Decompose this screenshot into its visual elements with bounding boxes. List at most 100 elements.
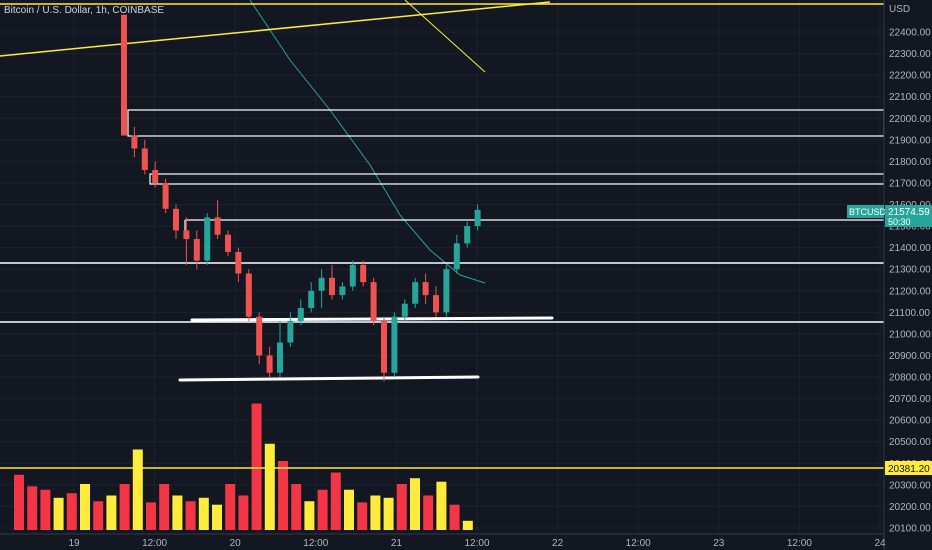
candle — [412, 277, 419, 309]
volume-bars — [14, 403, 473, 530]
candle — [381, 316, 387, 382]
volume-bar — [27, 486, 38, 530]
volume-bar — [357, 502, 368, 530]
time-tick-label: 19 — [68, 538, 80, 549]
price-axis: 22400.00 22300.00 22200.00 22100.00 22000.00… — [889, 28, 931, 535]
candle — [308, 282, 315, 313]
candle — [287, 312, 294, 347]
candle — [339, 282, 346, 300]
candle — [401, 299, 408, 321]
price-badge-price: 21574.59 — [888, 207, 930, 218]
time-tick-label: 24 — [874, 538, 886, 549]
volume-bar — [146, 502, 156, 530]
price-axis-panel — [884, 0, 932, 550]
volume-bar — [80, 484, 90, 530]
price-tick-label: 20900.00 — [889, 351, 931, 362]
price-badge-countdown: 50:30 — [888, 217, 911, 227]
price-tick-label: 21300.00 — [889, 265, 931, 276]
time-tick-label: 22 — [552, 538, 564, 549]
candle-body — [308, 290, 315, 309]
time-tick-label: 23 — [713, 538, 725, 549]
candle-body — [245, 273, 252, 317]
candle-body — [141, 148, 148, 171]
time-tick-label: 12:00 — [142, 538, 167, 549]
candle — [256, 312, 263, 365]
candle — [121, 14, 127, 136]
volume-bar — [132, 449, 143, 530]
candle-body — [339, 286, 346, 296]
level-badge: 20381.20 — [885, 461, 932, 475]
candle-body — [173, 208, 179, 231]
candle — [193, 230, 200, 270]
volume-bar — [185, 501, 196, 530]
candle-body — [318, 277, 325, 291]
level-badge-price: 20381.20 — [888, 464, 930, 475]
volume-bar — [251, 403, 262, 530]
candle — [349, 260, 356, 291]
candle-body — [277, 342, 283, 373]
candle-body — [412, 282, 419, 304]
time-axis: 19 12:00 20 12:00 21 12:00 22 12:00 23 12:00 24 — [68, 538, 886, 549]
volume-bar — [370, 495, 381, 530]
time-tick-label: 12:00 — [787, 538, 812, 549]
volume-bar — [14, 474, 24, 530]
candle-body — [121, 14, 127, 136]
candle — [245, 269, 252, 321]
candle-body — [162, 182, 169, 209]
candle — [329, 264, 335, 300]
candle-body — [453, 243, 460, 270]
candle — [204, 213, 211, 265]
time-tick-label: 20 — [230, 538, 242, 549]
price-tick-label: 22300.00 — [889, 49, 931, 60]
price-tick-label: 21700.00 — [889, 178, 931, 189]
price-tick-label: 21000.00 — [889, 329, 931, 340]
volume-bar — [172, 495, 183, 530]
candle — [214, 200, 221, 240]
price-badge-symbol: BTCUSD — [849, 207, 887, 217]
candle — [422, 273, 429, 304]
price-badge: BTCUSD 21574.59 50:30 — [847, 205, 932, 227]
price-tick-label: 20600.00 — [889, 416, 931, 427]
grid — [0, 0, 884, 534]
candle-body — [266, 355, 273, 373]
candle-body — [360, 264, 367, 283]
price-tick-label: 21900.00 — [889, 135, 931, 146]
price-tick-label: 21200.00 — [889, 286, 931, 297]
candle-body — [297, 308, 304, 321]
volume-bar — [317, 489, 328, 530]
candle — [391, 312, 398, 378]
volume-bar — [383, 497, 394, 530]
volume-bar — [304, 501, 315, 530]
candle — [443, 264, 450, 317]
volume-bar — [423, 495, 434, 530]
volume-bar — [436, 481, 447, 530]
price-tick-label: 22100.00 — [889, 92, 931, 103]
candle — [464, 221, 471, 248]
candle-body — [381, 320, 387, 373]
candle-body — [183, 230, 190, 240]
candle — [141, 139, 148, 175]
price-tick-label: 20200.00 — [889, 502, 931, 513]
candle — [152, 161, 159, 188]
volume-bar — [225, 484, 236, 530]
volume-bar — [344, 489, 354, 530]
price-tick-label: 20100.00 — [889, 524, 931, 535]
candle — [235, 247, 242, 283]
price-tick-label: 21400.00 — [889, 243, 931, 254]
candle-body — [152, 170, 159, 183]
candle-body — [235, 251, 242, 274]
volume-bar — [212, 504, 222, 530]
volume-bar — [40, 489, 51, 530]
candle-body — [422, 282, 429, 296]
ema-line — [249, 0, 486, 284]
price-tick-label: 20700.00 — [889, 394, 931, 405]
candle — [225, 230, 231, 257]
candle-body — [391, 316, 398, 373]
trendline-upper — [0, 1, 551, 57]
volume-bar — [53, 497, 64, 530]
candle — [318, 269, 325, 309]
candle-body — [287, 320, 294, 343]
price-tick-label: 22400.00 — [889, 28, 931, 39]
candle-body — [256, 316, 263, 356]
